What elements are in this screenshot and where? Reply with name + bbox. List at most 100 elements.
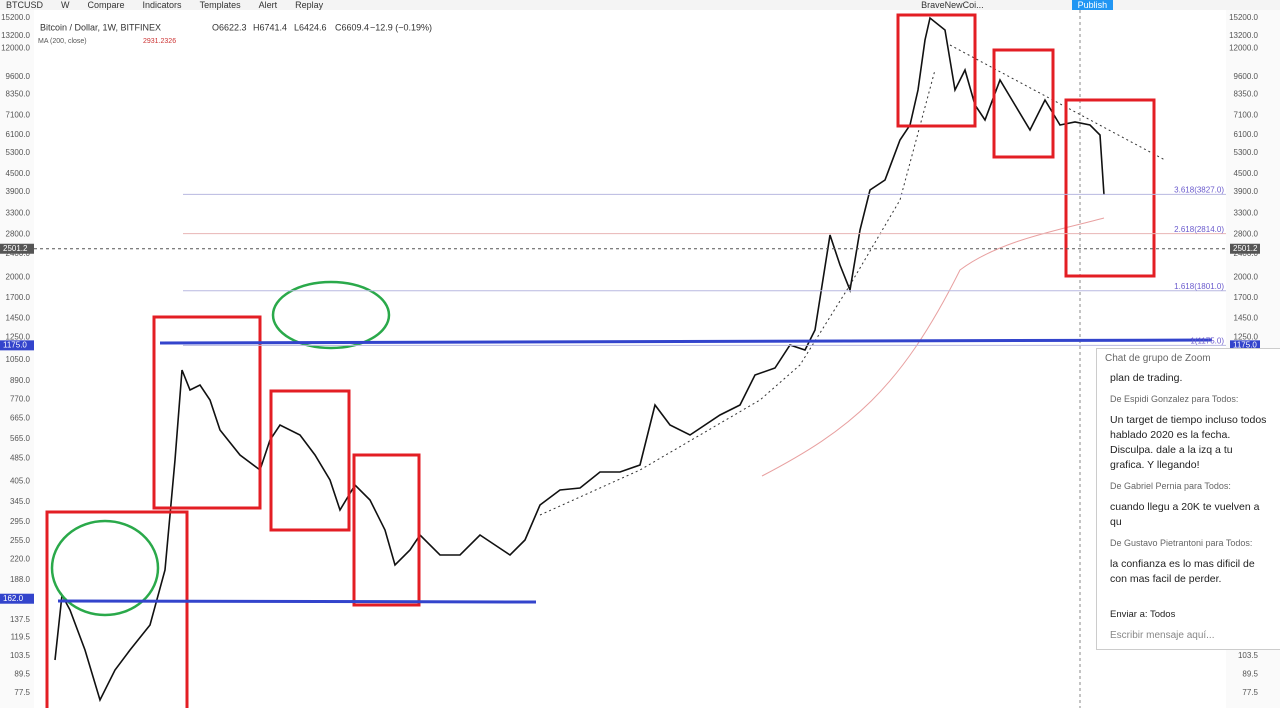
y-tick-label: 9600.0 (6, 72, 31, 81)
chat-sender: De Gustavo Pietrantoni para Todos: (1110, 538, 1253, 548)
ma-value: 2931.2326 (143, 38, 176, 45)
y-tick-label: 8350.0 (1234, 90, 1259, 99)
price-tag-label: 2501.2 (3, 244, 28, 253)
fib-label: 3.618(3827.0) (1174, 185, 1224, 194)
annotation-circle (271, 280, 391, 350)
legend-title: Bitcoin / Dollar, 1W, BITFINEX (40, 22, 161, 32)
fib-label: 2.618(2814.0) (1174, 225, 1224, 234)
y-tick-label: 12000.0 (1, 43, 30, 52)
send-to: Enviar a: (1110, 609, 1148, 620)
y-tick-label: 77.5 (1242, 688, 1258, 697)
y-tick-label: 103.5 (1238, 651, 1259, 660)
support-line (159, 338, 1213, 345)
y-tick-label: 5300.0 (1234, 148, 1259, 157)
trendline (949, 44, 1166, 161)
legend-open: O6622.3 (212, 22, 247, 32)
y-tick-label: 1250.0 (6, 333, 31, 342)
y-tick-label: 1450.0 (6, 314, 31, 323)
y-tick-label: 137.5 (10, 615, 31, 624)
replay[interactable]: Replay (295, 0, 324, 10)
y-tick-label: 1250.0 (1234, 333, 1259, 342)
y-tick-label: 1700.0 (6, 293, 31, 302)
layout[interactable]: BraveNewCoi... (921, 0, 984, 10)
price-tag (0, 340, 34, 351)
y-tick-label: 119.5 (11, 633, 31, 642)
ma-label: MA (200, close) (38, 38, 87, 45)
price-tag (1230, 340, 1260, 351)
y-tick-label: 6100.0 (1234, 130, 1259, 139)
symbol[interactable]: BTCUSD (6, 0, 44, 10)
chat-title: Chat de grupo de Zoom (1105, 353, 1211, 364)
recipient[interactable]: Todos (1149, 609, 1176, 620)
y-tick-label: 77.5 (14, 688, 30, 697)
alert[interactable]: Alert (258, 0, 278, 10)
y-tick-label: 8350.0 (6, 90, 31, 99)
y-tick-label: 295.0 (10, 517, 31, 526)
compare[interactable]: Compare (87, 0, 125, 10)
y-tick-label: 7100.0 (6, 110, 31, 119)
chat-sender: De Gabriel Pernia para Todos: (1110, 481, 1231, 491)
y-tick-label: 345.0 (10, 497, 31, 506)
indicators[interactable]: Indicators (142, 0, 182, 10)
legend-high: H6741.4 (253, 22, 287, 32)
chat-sender: De Espidi Gonzalez para Todos: (1110, 394, 1239, 404)
y-tick-label: 255.0 (10, 536, 31, 545)
y-tick-label: 5300.0 (6, 148, 31, 157)
y-tick-label: 89.5 (1242, 670, 1258, 679)
y-tick-label: 220.0 (10, 555, 31, 564)
price-tag-label: 1175.0 (1233, 340, 1257, 349)
chat-panel: Chat de grupo de Zoom plan de trading. De… (1096, 348, 1280, 650)
y-tick-label: 9600.0 (1234, 72, 1259, 81)
price-tag (0, 593, 34, 604)
y-tick-label: 188.0 (10, 575, 31, 584)
fib-label: 1(1175.0) (1190, 336, 1224, 345)
publish[interactable]: Publish (1071, 0, 1114, 10)
legend-change: −12.9 (−0.19%) (370, 22, 432, 32)
price-tag-label: 1175.0 (3, 340, 27, 349)
y-tick-label: 103.5 (10, 651, 31, 660)
chat-message: la confianza es lo mas dificil de con ma… (1110, 558, 1255, 585)
price-tag (0, 243, 34, 254)
chat-input[interactable]: Escribir mensaje aquí... (1110, 630, 1215, 641)
y-tick-label: 1050.0 (6, 355, 31, 364)
chat-message: Un target de tiempo incluso todos hablad… (1110, 414, 1267, 471)
legend-close: C6609.4 (335, 22, 369, 32)
y-tick-label: 6100.0 (6, 130, 31, 139)
y-tick-label: 15200.0 (1, 13, 30, 22)
y-tick-label: 770.0 (10, 395, 31, 404)
fib-label: 1.618(1801.0) (1174, 282, 1224, 291)
y-tick-label: 2000.0 (6, 272, 31, 281)
support-line (57, 599, 537, 604)
y-tick-label: 665.0 (10, 413, 31, 422)
price-tag-label: 162.0 (3, 594, 24, 603)
trendline (539, 69, 936, 516)
y-tick-label: 2800.0 (1234, 229, 1259, 238)
y-tick-label: 15200.0 (1229, 13, 1258, 22)
annotation-circle (50, 519, 160, 617)
y-tick-label: 2000.0 (1234, 272, 1259, 281)
y-tick-label: 12000.0 (1229, 43, 1258, 52)
left-axis (0, 10, 34, 708)
y-tick-label: 13200.0 (1, 31, 30, 40)
y-tick-label: 3300.0 (1234, 208, 1259, 217)
y-tick-label: 1450.0 (1234, 314, 1259, 323)
chart: Bitcoin / Dollar, 1W, BITFINEX O6622.3 H… (0, 10, 1280, 708)
y-tick-label: 4500.0 (1234, 169, 1259, 178)
legend-low: L6424.6 (294, 22, 327, 32)
price-tag-label: 2501.2 (1233, 244, 1258, 253)
y-tick-label: 89.5 (14, 670, 30, 679)
annotation-boxes (45, 13, 1156, 708)
y-tick-label: 890.0 (10, 376, 31, 385)
ma-line (761, 217, 1105, 477)
price-tag (1230, 243, 1260, 254)
y-tick-label: 485.0 (10, 454, 31, 463)
y-tick-label: 4500.0 (6, 169, 31, 178)
y-tick-label: 13200.0 (1229, 31, 1258, 40)
templates[interactable]: Templates (199, 0, 241, 10)
chat-message: cuando llegu a 20K te vuelven a qu (1110, 501, 1260, 528)
price-series (54, 16, 1105, 703)
y-tick-label: 2800.0 (6, 229, 31, 238)
chat-message: plan de trading. (1110, 372, 1183, 384)
interval[interactable]: W (61, 0, 70, 10)
